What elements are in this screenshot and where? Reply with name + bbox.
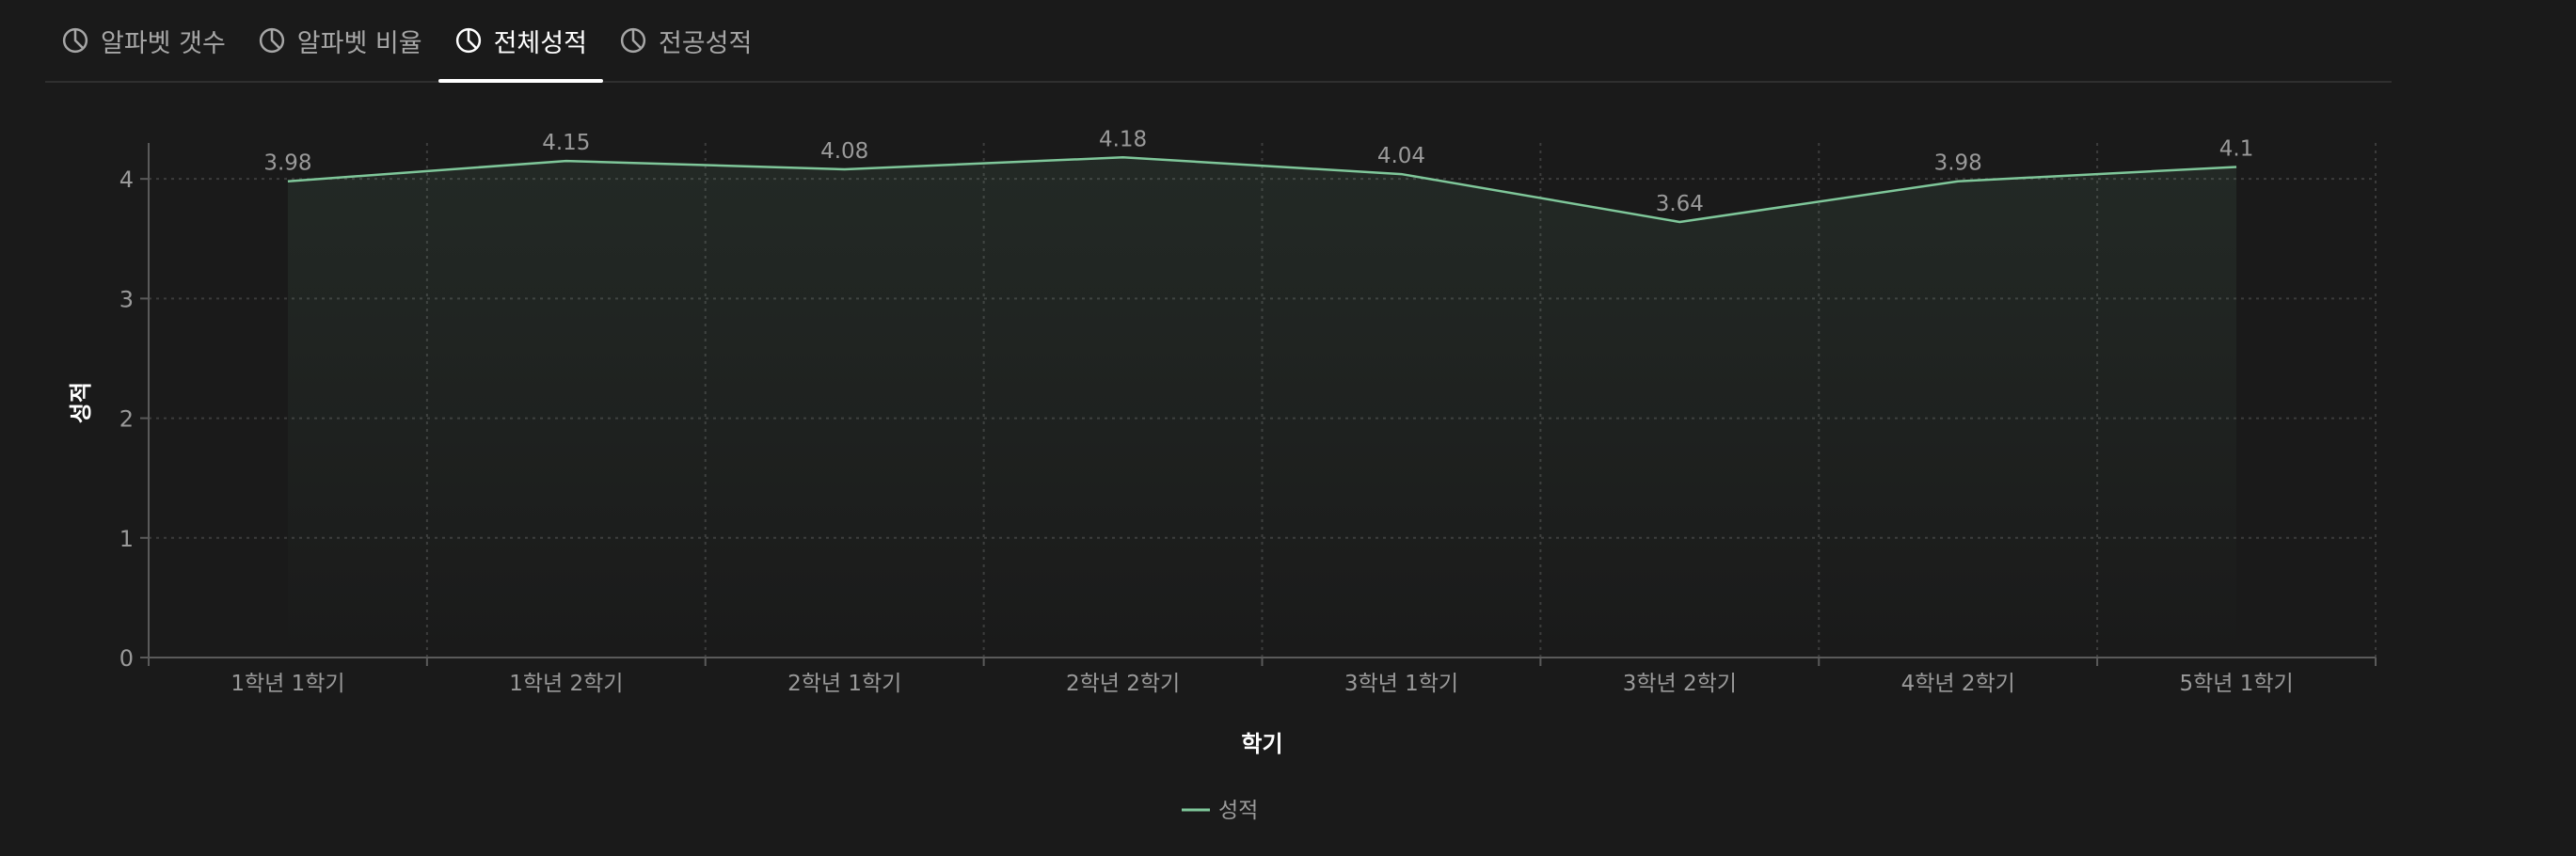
x-axis-title: 학기: [1241, 731, 1282, 757]
tab-label: 알파벳 갯수: [101, 28, 226, 58]
tab-bar: 알파벳 갯수 알파벳 비율 전체성적 전공성적: [45, 0, 2392, 83]
x-tick-label: 3학년 1학기: [1344, 672, 1458, 696]
x-tick-label: 2학년 2학기: [1066, 672, 1180, 696]
pie-chart-icon: [619, 26, 647, 55]
data-label: 4.08: [820, 139, 868, 164]
y-axis-title: 성적: [68, 382, 94, 423]
y-tick-label: 2: [119, 406, 134, 433]
tab-label: 전공성적: [658, 28, 753, 58]
y-tick-label: 4: [119, 166, 134, 193]
tab-overall-grades[interactable]: 전체성적: [437, 0, 604, 83]
tab-major-grades[interactable]: 전공성적: [603, 0, 768, 81]
tab-label: 전체성적: [493, 28, 587, 58]
x-tick-label: 2학년 1학기: [787, 672, 901, 696]
series-area-성적: [287, 157, 2237, 658]
x-tick-label: 1학년 2학기: [509, 672, 623, 696]
data-label: 3.98: [263, 151, 311, 176]
data-label: 4.04: [1377, 144, 1425, 168]
series-line-성적: [287, 156, 2237, 224]
y-tick-label: 3: [119, 286, 134, 312]
x-tick-label: 3학년 2학기: [1623, 672, 1737, 696]
pie-chart-icon: [454, 26, 483, 55]
x-tick-label: 5학년 1학기: [2179, 672, 2293, 696]
legend-label: 성적: [1218, 799, 1258, 823]
pie-chart-icon: [61, 26, 89, 55]
x-tick-label: 4학년 2학기: [1901, 672, 2015, 696]
tab-alphabet-ratio[interactable]: 알파벳 비율: [242, 0, 438, 81]
data-label: 3.64: [1656, 192, 1704, 216]
data-label: 3.98: [1934, 151, 1982, 176]
tab-alphabet-count[interactable]: 알파벳 갯수: [45, 0, 242, 81]
data-label: 4.15: [542, 131, 590, 155]
tab-label: 알파벳 비율: [296, 28, 422, 58]
y-tick-label: 1: [119, 526, 134, 552]
data-label: 4.1: [2219, 136, 2254, 161]
y-tick-label: 0: [119, 645, 134, 672]
data-label: 4.18: [1099, 127, 1147, 151]
pie-chart-icon: [258, 26, 286, 55]
x-tick-label: 1학년 1학기: [231, 672, 344, 696]
